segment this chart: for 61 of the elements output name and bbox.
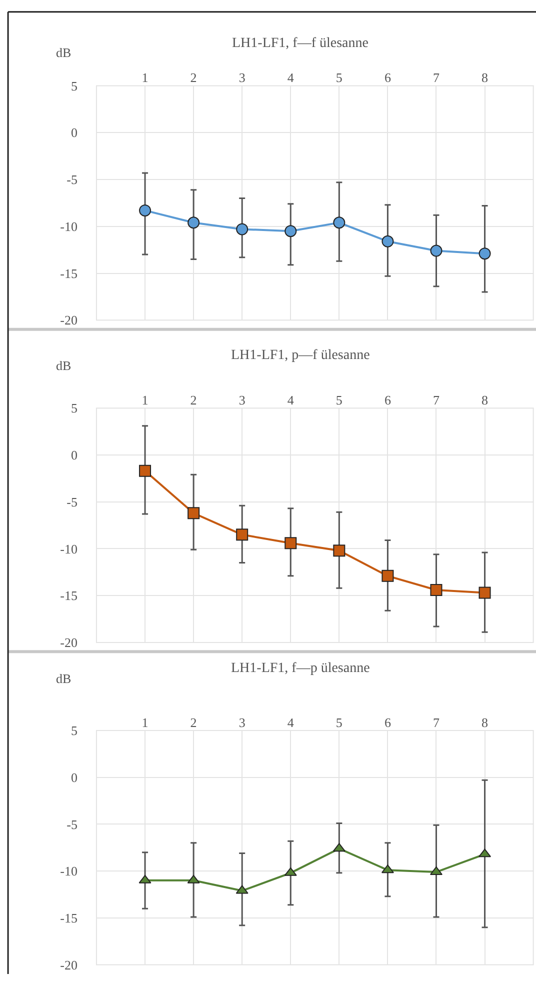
- chart-title: LH1-LF1, f—p ülesanne: [231, 661, 370, 676]
- y-tick-label: -10: [60, 864, 78, 879]
- x-tick-label: 8: [482, 392, 488, 408]
- point: [478, 248, 491, 260]
- x-tick-label: 3: [238, 392, 246, 408]
- x-tick-label: 4: [287, 392, 294, 408]
- y-tick-label: 0: [70, 125, 78, 140]
- point: [430, 244, 442, 257]
- x-tick-label: 1: [142, 70, 148, 86]
- x-tick-label: 7: [432, 714, 440, 730]
- y-axis-title: dB: [56, 671, 72, 686]
- y-tick-label: -15: [60, 910, 78, 926]
- point: [333, 544, 346, 557]
- x-tick-label: 4: [287, 70, 294, 86]
- point: [382, 570, 394, 582]
- x-tick-label: 3: [238, 714, 246, 730]
- point: [382, 235, 394, 248]
- y-tick-label: -5: [66, 494, 78, 510]
- x-tick-label: 4: [287, 714, 294, 730]
- y-tick-label: -20: [60, 312, 78, 328]
- point: [236, 528, 248, 541]
- chart-title: LH1-LF1, f—f ülesanne: [232, 36, 368, 51]
- y-tick-label: 0: [70, 448, 78, 463]
- point: [284, 537, 297, 550]
- point: [333, 216, 346, 229]
- x-tick-label: 1: [142, 714, 148, 730]
- y-axis-title: dB: [56, 45, 72, 60]
- chart-title: LH1-LF1, p—f ülesanne: [231, 348, 370, 363]
- y-axis-title: dB: [56, 358, 72, 373]
- x-tick-label: 6: [384, 714, 392, 730]
- x-tick-label: 6: [384, 392, 392, 408]
- y-tick-label: -20: [60, 635, 78, 650]
- point: [188, 507, 200, 520]
- point: [139, 204, 152, 216]
- x-tick-label: 5: [336, 714, 342, 730]
- y-tick-label: -10: [60, 218, 78, 234]
- point: [236, 223, 248, 236]
- x-tick-label: 2: [190, 70, 197, 86]
- y-tick-label: 0: [70, 770, 78, 785]
- y-tick-label: -5: [66, 172, 78, 188]
- point: [430, 584, 442, 596]
- point: [188, 216, 200, 229]
- y-tick-label: -15: [60, 266, 78, 281]
- x-tick-label: 8: [482, 70, 488, 86]
- x-tick-label: 2: [190, 392, 197, 408]
- x-tick-label: 8: [482, 714, 488, 730]
- y-tick-label: -20: [60, 957, 78, 972]
- x-tick-label: 1: [142, 392, 148, 408]
- x-tick-label: 5: [336, 392, 342, 408]
- y-tick-label: -5: [66, 816, 78, 832]
- y-tick-label: -15: [60, 588, 78, 604]
- x-tick-label: 3: [238, 70, 246, 86]
- y-tick-label: -10: [60, 541, 78, 556]
- point: [139, 464, 152, 477]
- x-tick-label: 5: [336, 70, 342, 86]
- point: [478, 586, 491, 599]
- point: [284, 225, 297, 238]
- x-tick-label: 7: [432, 392, 440, 408]
- x-tick-label: 7: [432, 70, 440, 86]
- x-tick-label: 6: [384, 70, 392, 86]
- x-tick-label: 2: [190, 714, 197, 730]
